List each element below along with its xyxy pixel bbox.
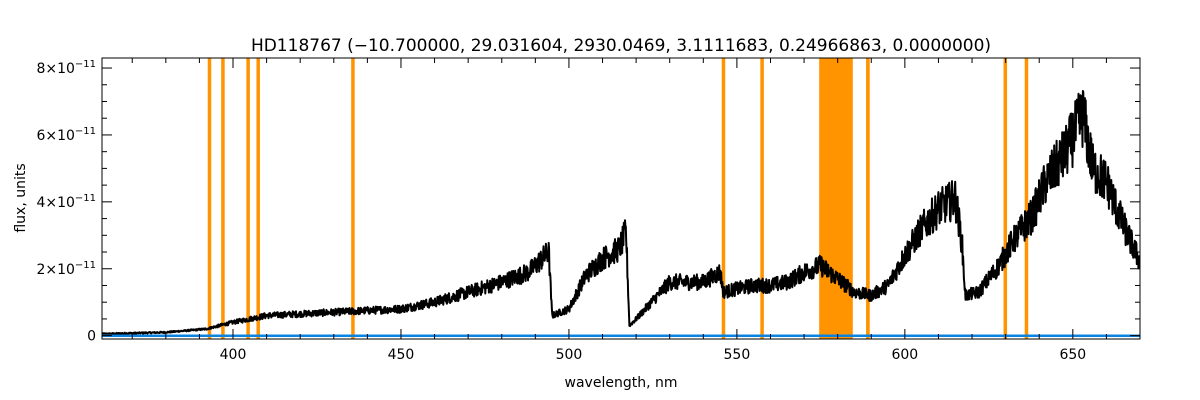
x-tick-label: 450 <box>388 347 415 363</box>
x-tick-label: 650 <box>1059 347 1086 363</box>
plot-frame <box>101 57 1141 340</box>
x-tick-label: 550 <box>724 347 751 363</box>
axes: 400 450 500 550 600 650 0 2×10−11 4×10−11 6×10−11… <box>36 58 1141 363</box>
y-tick-label: 8×10−11 <box>36 59 96 77</box>
series-line-0 <box>102 90 1140 336</box>
y-tick-label: 4×10−11 <box>36 193 96 211</box>
highlight-regions <box>207 58 1029 339</box>
highlight-band <box>819 58 853 339</box>
x-axis-label: wavelength, nm <box>565 375 678 391</box>
x-tick-label: 600 <box>891 347 918 363</box>
x-tick-label: 400 <box>220 347 247 363</box>
y-tick-label: 2×10−11 <box>36 260 96 278</box>
chart-title: HD118767 (−10.700000, 29.031604, 2930.04… <box>251 36 991 56</box>
series-layer <box>102 90 1140 337</box>
y-tick-label: 0 <box>87 329 96 345</box>
y-tick-label: 6×10−11 <box>36 126 96 144</box>
y-axis-label: flux, units <box>13 163 29 232</box>
x-tick-label: 500 <box>556 347 583 363</box>
